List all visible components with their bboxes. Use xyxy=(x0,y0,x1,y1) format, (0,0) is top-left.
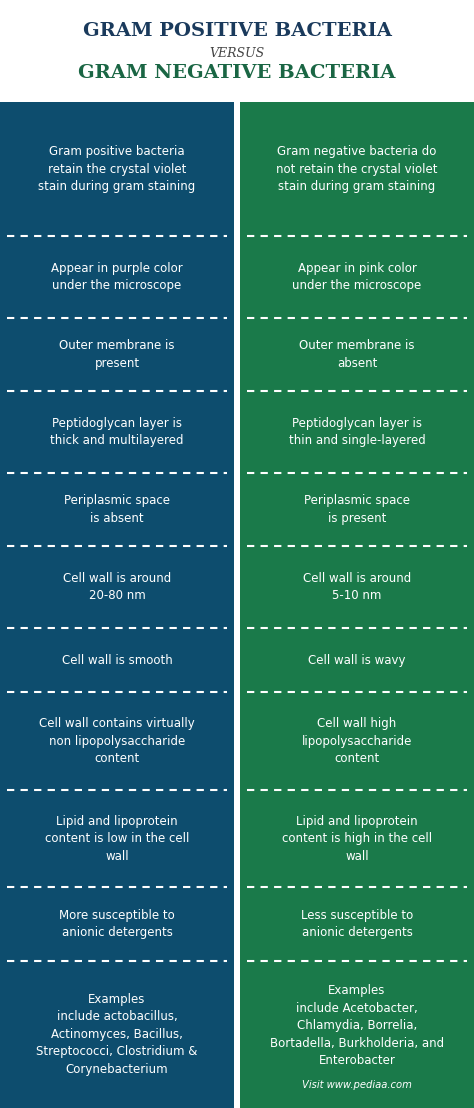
Text: Outer membrane is
absent: Outer membrane is absent xyxy=(299,339,415,370)
Text: Peptidoglycan layer is
thin and single-layered: Peptidoglycan layer is thin and single-l… xyxy=(289,417,426,448)
FancyBboxPatch shape xyxy=(0,628,234,692)
FancyBboxPatch shape xyxy=(0,391,234,473)
Text: Cell wall is smooth: Cell wall is smooth xyxy=(62,654,173,667)
Text: Gram negative bacteria do
not retain the crystal violet
stain during gram staini: Gram negative bacteria do not retain the… xyxy=(276,145,438,193)
Text: Less susceptible to
anionic detergents: Less susceptible to anionic detergents xyxy=(301,909,413,940)
Text: Outer membrane is
present: Outer membrane is present xyxy=(59,339,175,370)
FancyBboxPatch shape xyxy=(0,888,234,961)
Text: Periplasmic space
is absent: Periplasmic space is absent xyxy=(64,494,170,525)
Text: Cell wall high
lipopolysaccharide
content: Cell wall high lipopolysaccharide conten… xyxy=(302,717,412,766)
Text: Cell wall is around
20-80 nm: Cell wall is around 20-80 nm xyxy=(63,572,171,603)
Text: Cell wall contains virtually
non lipopolysaccharide
content: Cell wall contains virtually non lipopol… xyxy=(39,717,195,766)
FancyBboxPatch shape xyxy=(0,692,234,790)
Text: Cell wall is around
5-10 nm: Cell wall is around 5-10 nm xyxy=(303,572,411,603)
Text: Lipid and lipoprotein
content is high in the cell
wall: Lipid and lipoprotein content is high in… xyxy=(282,814,432,863)
Text: Peptidoglycan layer is
thick and multilayered: Peptidoglycan layer is thick and multila… xyxy=(50,417,184,448)
FancyBboxPatch shape xyxy=(240,391,474,473)
FancyBboxPatch shape xyxy=(240,102,474,236)
FancyBboxPatch shape xyxy=(240,961,474,1108)
Text: Examples
include Acetobacter,
Chlamydia, Borrelia,
Bortadella, Burkholderia, and: Examples include Acetobacter, Chlamydia,… xyxy=(270,984,444,1067)
FancyBboxPatch shape xyxy=(0,236,234,318)
Text: More susceptible to
anionic detergents: More susceptible to anionic detergents xyxy=(59,909,175,940)
Text: Examples
include actobacillus,
Actinomyces, Bacillus,
Streptococci, Clostridium : Examples include actobacillus, Actinomyc… xyxy=(36,993,198,1076)
FancyBboxPatch shape xyxy=(240,473,474,546)
Text: Appear in purple color
under the microscope: Appear in purple color under the microsc… xyxy=(51,261,183,293)
Text: VERSUS: VERSUS xyxy=(210,47,264,60)
FancyBboxPatch shape xyxy=(0,961,234,1108)
Text: GRAM POSITIVE BACTERIA: GRAM POSITIVE BACTERIA xyxy=(82,22,392,40)
FancyBboxPatch shape xyxy=(240,318,474,391)
FancyBboxPatch shape xyxy=(240,692,474,790)
FancyBboxPatch shape xyxy=(240,790,474,888)
FancyBboxPatch shape xyxy=(0,318,234,391)
Text: Periplasmic space
is present: Periplasmic space is present xyxy=(304,494,410,525)
FancyBboxPatch shape xyxy=(240,888,474,961)
FancyBboxPatch shape xyxy=(0,102,234,236)
Text: Visit www.pediaa.com: Visit www.pediaa.com xyxy=(302,1080,412,1090)
Text: Appear in pink color
under the microscope: Appear in pink color under the microscop… xyxy=(292,261,422,293)
FancyBboxPatch shape xyxy=(240,628,474,692)
Text: Gram positive bacteria
retain the crystal violet
stain during gram staining: Gram positive bacteria retain the crysta… xyxy=(38,145,196,193)
Text: Lipid and lipoprotein
content is low in the cell
wall: Lipid and lipoprotein content is low in … xyxy=(45,814,189,863)
FancyBboxPatch shape xyxy=(240,546,474,628)
Text: GRAM NEGATIVE BACTERIA: GRAM NEGATIVE BACTERIA xyxy=(78,64,396,82)
FancyBboxPatch shape xyxy=(240,236,474,318)
FancyBboxPatch shape xyxy=(0,546,234,628)
Text: Cell wall is wavy: Cell wall is wavy xyxy=(308,654,406,667)
FancyBboxPatch shape xyxy=(0,473,234,546)
FancyBboxPatch shape xyxy=(0,790,234,888)
